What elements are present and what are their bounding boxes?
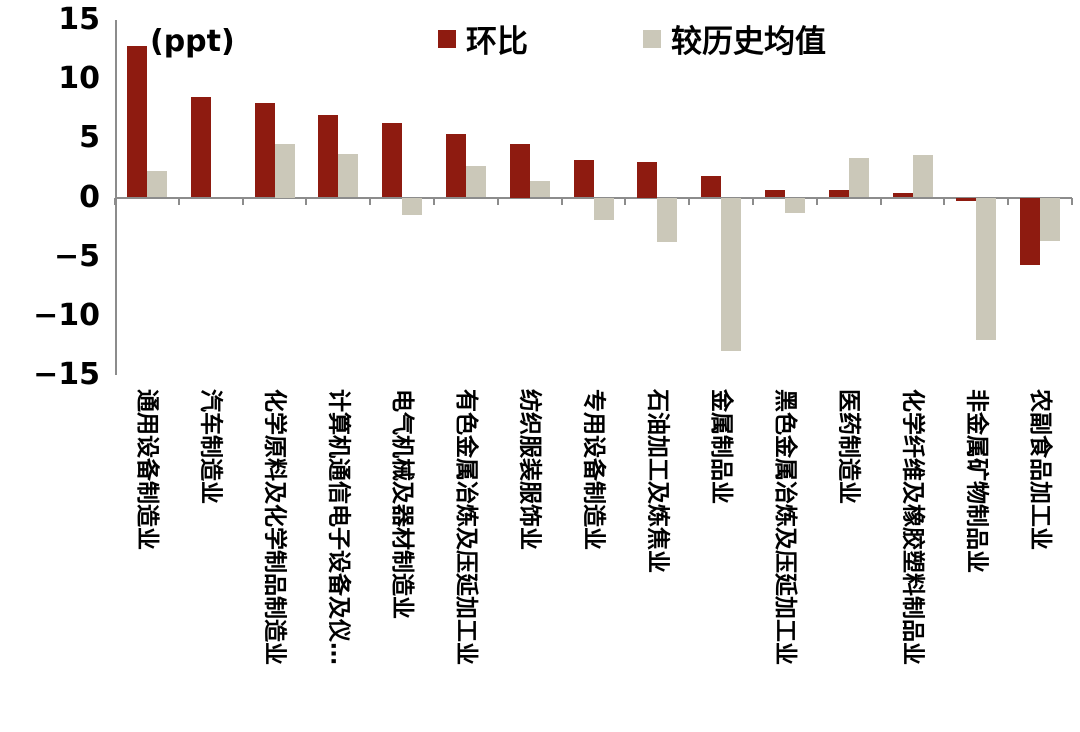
bar-vs-history (784, 197, 805, 213)
legend-swatch-vs-history (643, 29, 661, 48)
y-tick-label: 10 (58, 61, 100, 97)
x-axis-tick (688, 197, 691, 205)
bar-mom (254, 102, 275, 198)
bar-mom (190, 96, 211, 198)
y-tick-label: 5 (79, 120, 100, 156)
x-axis-label: 医药制造业 (835, 389, 862, 504)
legend: 环比 较历史均值 (438, 16, 826, 61)
x-axis-label: 黑色金属冶炼及压延加工业 (771, 389, 798, 665)
bar-mom (828, 190, 849, 198)
bar-vs-history (146, 171, 167, 198)
x-axis-tick (1071, 197, 1073, 205)
bar-vs-history (465, 165, 486, 198)
bar-mom (126, 46, 147, 198)
bar-mom (637, 162, 658, 198)
bar-vs-history (1040, 197, 1061, 242)
x-axis-tick (624, 197, 627, 205)
x-axis-tick (1007, 197, 1010, 205)
x-axis-tick (879, 197, 882, 205)
bar-mom (956, 197, 977, 202)
y-tick-label: −5 (53, 238, 100, 274)
x-axis-tick (305, 197, 308, 205)
bar-vs-history (721, 197, 742, 352)
x-axis-label: 非金属矿物制品业 (963, 389, 990, 573)
x-axis-label: 纺织服装服饰业 (516, 389, 543, 550)
bar-vs-history (274, 144, 295, 198)
legend-item-mom: 环比 (438, 16, 528, 61)
bar-vs-history (912, 154, 933, 198)
bar-vs-history (593, 197, 614, 220)
legend-label-mom: 环比 (466, 24, 528, 60)
bar-vs-history (338, 153, 359, 198)
x-axis-tick (433, 197, 435, 205)
x-axis-label: 化学纤维及橡胶塑料制品业 (899, 389, 926, 665)
y-tick-label: −15 (33, 357, 100, 392)
x-axis-label: 通用设备制造业 (133, 389, 160, 550)
bar-mom (318, 114, 339, 198)
bar-mom (445, 133, 466, 198)
x-axis-label: 农副食品加工业 (1027, 389, 1054, 550)
bar-mom (509, 144, 530, 198)
x-axis-tick (815, 197, 818, 205)
x-axis-label: 专用设备制造业 (580, 389, 607, 550)
legend-label-vs-history: 较历史均值 (671, 24, 826, 60)
x-axis-tick (177, 197, 180, 205)
x-axis-tick (114, 197, 116, 205)
bar-vs-history (976, 197, 997, 340)
bar-mom (573, 159, 594, 198)
x-axis-label: 有色金属冶炼及压延加工业 (452, 389, 479, 665)
bar-mom (701, 176, 722, 198)
y-tick-label: 0 (79, 179, 100, 215)
bar-mom (764, 190, 785, 198)
bar-vs-history (657, 197, 678, 243)
x-axis-tick (943, 197, 946, 205)
bar-mom (892, 192, 913, 198)
bar-mom (1020, 197, 1041, 265)
x-axis-label: 石油加工及炼焦业 (644, 389, 671, 573)
x-axis-label: 汽车制造业 (197, 389, 224, 504)
x-axis-tick (560, 197, 563, 205)
x-axis-label: 化学原料及化学制品制造业 (261, 389, 288, 665)
x-axis-tick (752, 197, 754, 205)
unit-label: (ppt) (150, 24, 235, 59)
x-axis-tick (241, 197, 244, 205)
bar-vs-history (529, 180, 550, 198)
bar-vs-history (402, 197, 423, 216)
x-axis-label: 计算机通信电子设备及仪… (325, 389, 352, 665)
bar-vs-history (848, 158, 869, 198)
x-axis-label: 电气机械及器材制造业 (389, 389, 416, 619)
x-axis-tick (369, 197, 372, 205)
legend-swatch-mom (438, 29, 456, 48)
bar-mom (382, 122, 403, 198)
x-axis-tick (496, 197, 499, 205)
x-axis-label: 金属制品业 (708, 389, 735, 504)
legend-item-vs-history: 较历史均值 (643, 16, 826, 61)
y-tick-label: −10 (33, 297, 100, 333)
y-tick-label: 15 (58, 2, 100, 37)
